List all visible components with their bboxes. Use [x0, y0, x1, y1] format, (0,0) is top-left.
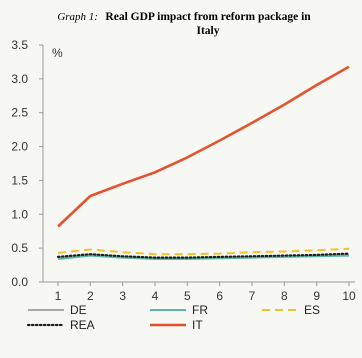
x-tick-label: 8: [281, 289, 288, 303]
series-layer: [56, 65, 351, 260]
chart-title-line1: Graph 1: Real GDP impact from reform pac…: [57, 7, 311, 24]
x-tick-label: 2: [87, 289, 94, 303]
legend-label-rea: REA: [70, 318, 95, 332]
series-line-rea: [56, 252, 351, 259]
legend-label-it: IT: [192, 318, 203, 332]
legend-label-es: ES: [304, 303, 320, 317]
x-axis: 1 2 3 4 5 6 7 8 9 10: [43, 281, 356, 303]
y-tick-label: 2.0: [11, 140, 28, 154]
series-line-fr: [57, 254, 350, 260]
y-tick-label: 0.0: [11, 275, 28, 289]
x-tick-label: 1: [55, 289, 62, 303]
series-line-it: [57, 65, 350, 228]
legend-label-fr: FR: [192, 303, 208, 317]
chart-title-prefix: Graph 1:: [57, 11, 98, 23]
y-axis: 0.0 0.5 1.0 1.5 2.0 2.5 3.0 3.5: [11, 38, 44, 289]
y-tick-label: 3.0: [11, 72, 28, 86]
y-tick-label: 0.5: [11, 241, 28, 255]
chart-title-main: Real GDP impact from reform package in: [105, 11, 311, 23]
x-tick-label: 10: [342, 289, 356, 303]
x-tick-label: 3: [119, 289, 126, 303]
y-tick-label: 1.5: [11, 173, 28, 187]
x-tick-label: 7: [249, 289, 256, 303]
x-tick-label: 9: [313, 289, 320, 303]
chart-title-line2: Italy: [197, 25, 220, 37]
y-tick-label: 1.0: [11, 207, 28, 221]
unit-label: %: [52, 46, 63, 60]
legend-label-de: DE: [70, 303, 87, 317]
y-tick-label: 3.5: [11, 38, 28, 52]
x-tick-label: 6: [216, 289, 223, 303]
x-tick-label: 5: [184, 289, 191, 303]
legend: DE FR ES REA IT: [26, 303, 320, 332]
series-line-es: [57, 247, 350, 256]
x-tick-label: 4: [152, 289, 159, 303]
y-tick-label: 2.5: [11, 106, 28, 120]
